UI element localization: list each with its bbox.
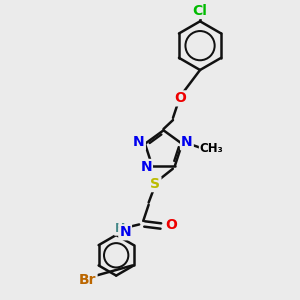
Text: Br: Br (79, 273, 97, 286)
Text: Cl: Cl (193, 4, 208, 18)
Text: N: N (119, 225, 131, 239)
Text: N: N (181, 135, 193, 149)
Text: O: O (165, 218, 177, 232)
Text: N: N (140, 160, 152, 174)
Text: O: O (174, 92, 186, 105)
Text: H: H (115, 222, 125, 235)
Text: N: N (133, 135, 145, 149)
Text: CH₃: CH₃ (200, 142, 224, 155)
Text: S: S (150, 177, 161, 191)
